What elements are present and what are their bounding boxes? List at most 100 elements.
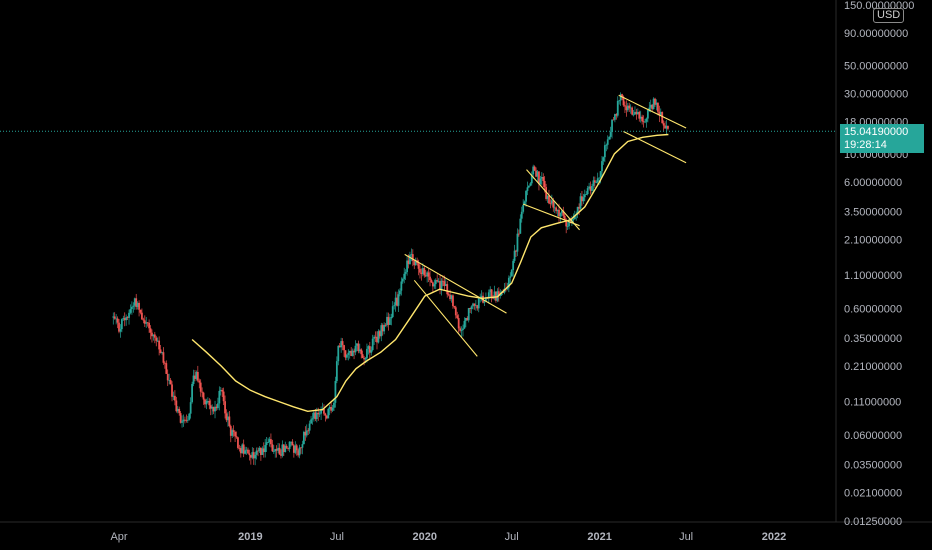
candle-body [159,349,162,353]
candle-body [225,413,228,421]
candle-body [204,399,206,405]
trendline[interactable] [523,203,580,227]
candle-body [272,451,275,453]
candle-body [182,419,185,422]
candle-body [380,325,383,337]
candle-body [480,295,483,298]
trendline[interactable] [413,279,478,357]
currency-badge[interactable]: USD [873,8,905,23]
candle-body [259,448,262,455]
last-price-tag: 15.04190000 19:28:14 [840,124,924,154]
price-tick-label: 1.10000000 [844,270,902,282]
candle-body [206,400,209,402]
candle-body [655,102,658,105]
candle-body [307,430,310,432]
candle-body [631,107,634,115]
candle-body [411,254,414,262]
candle-body [558,209,560,217]
candle-body [245,449,248,451]
time-tick-label: 2020 [413,531,437,543]
trendline[interactable] [618,94,687,129]
candle-body [138,302,140,310]
candle-body [338,345,341,348]
candle-body [370,350,373,353]
candle-body [612,119,615,121]
candle-body [399,290,401,295]
candle-body [506,287,509,289]
candle-body [413,261,416,266]
candle-body [555,207,558,212]
candle-body [611,119,613,133]
candle-body [232,430,235,432]
candle-body [274,449,277,452]
time-axis[interactable]: Apr 2019 Jul 2020 Jul 2021 Jul 2022 [110,531,786,543]
candle-body [387,316,390,325]
candle-body [586,188,589,195]
candle-body [215,406,218,409]
candle-body [308,423,311,431]
candle-body [125,317,128,321]
candle-body [648,107,651,111]
candle-body [390,316,393,319]
candle-body [548,195,550,204]
candle-body [436,280,439,282]
candle-body [374,336,377,338]
trendline[interactable] [526,169,581,231]
candle-body [255,450,258,455]
candle-body [376,336,378,343]
candle-body [216,403,219,409]
candle-body [520,211,523,219]
price-tick-label: 2.10000000 [844,235,902,247]
candle-body [172,395,175,397]
candle-body [605,144,608,146]
candle-body [353,350,355,353]
candle-body [162,352,165,363]
candle-body [348,350,351,353]
candle-body [294,445,297,453]
candle-body [202,392,205,400]
candle-body [292,445,295,453]
candle-body [646,110,649,119]
candle-body [176,408,179,412]
candle-body [560,210,563,213]
candle-body [421,268,424,275]
candle-body [397,294,400,306]
candle-body [497,291,500,296]
price-tick-label: 0.11000000 [844,397,901,409]
trendline[interactable] [404,253,507,314]
candle-body [343,345,345,351]
candle-body [532,166,535,175]
candle-body [641,116,644,122]
candle-body [454,307,457,316]
candle-body [284,445,287,453]
candle-body [175,400,178,412]
candle-body [662,123,665,126]
candle-body [426,272,429,277]
candle-body [470,306,473,310]
candle-body [450,295,453,300]
candle-body [651,104,654,110]
candle-body [533,166,536,171]
candle-body [142,319,145,321]
candle-body [313,412,315,419]
candle-body [664,125,666,129]
candle-body [238,447,241,449]
candle-body [366,348,368,359]
candle-body [477,298,480,309]
candle-body [384,324,387,326]
candle-body [489,289,492,293]
candle-body [337,345,340,362]
candle-body [242,444,245,454]
candle-body [194,375,196,379]
candle-body [126,317,129,318]
candle-body [658,111,661,116]
candle-body [490,289,493,298]
candle-body [568,221,570,227]
candle-body [168,379,171,381]
candle-body [152,334,155,337]
candle-body [593,180,596,183]
trendline[interactable] [623,131,687,164]
candle-body [404,272,407,274]
candle-body [469,308,472,310]
